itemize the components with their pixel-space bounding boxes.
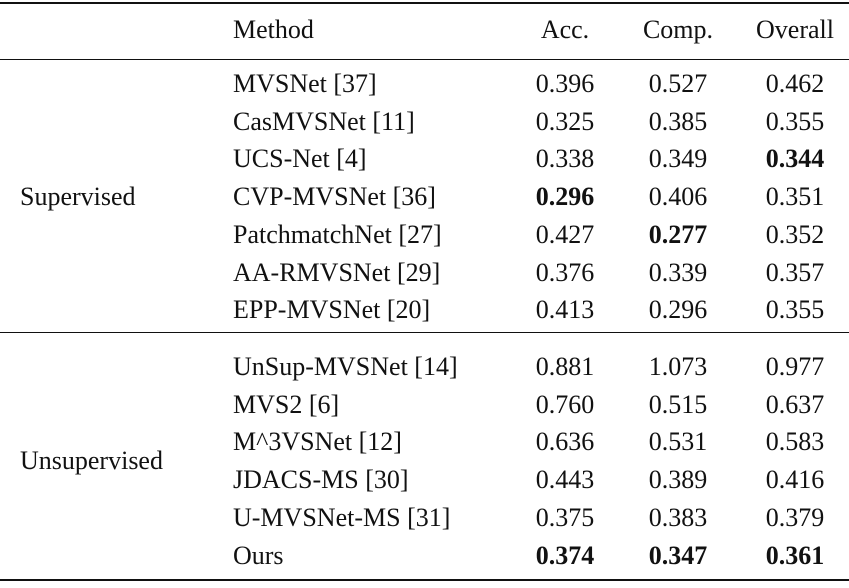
value-cell: 0.413 xyxy=(535,295,595,325)
method-cell: JDACS-MS [30] xyxy=(233,465,409,495)
value-cell: 0.355 xyxy=(765,106,825,136)
header-rule xyxy=(0,59,849,60)
value-cell: 0.383 xyxy=(648,502,708,532)
value-cell: 0.427 xyxy=(535,219,595,249)
group-label: Supervised xyxy=(20,182,136,212)
group-rule xyxy=(0,332,849,333)
value-cell: 0.406 xyxy=(648,182,708,212)
method-cell: MVSNet [37] xyxy=(233,69,377,98)
value-cell: 0.339 xyxy=(648,257,708,287)
method-cell: PatchmatchNet [27] xyxy=(233,219,442,249)
method-cell: CasMVSNet [11] xyxy=(233,106,415,136)
value-cell: 0.325 xyxy=(535,106,595,136)
value-cell: 0.385 xyxy=(648,106,708,136)
header-cell: Overall xyxy=(756,15,834,44)
method-cell: M^3VSNet [12] xyxy=(233,427,402,457)
method-cell: MVS2 [6] xyxy=(233,389,340,419)
value-cell: 0.357 xyxy=(765,257,825,287)
header-cell: Comp. xyxy=(642,15,714,44)
value-cell: 0.881 xyxy=(535,352,595,381)
value-cell: 0.977 xyxy=(765,352,825,381)
bottom-rule xyxy=(0,579,849,581)
value-cell: 0.416 xyxy=(765,465,825,495)
value-cell: 0.338 xyxy=(535,144,595,174)
method-cell: UCS-Net [4] xyxy=(233,144,367,174)
value-cell: 0.443 xyxy=(535,465,595,495)
value-cell: 0.277 xyxy=(648,219,708,249)
method-cell: CVP-MVSNet [36] xyxy=(233,182,436,212)
value-cell: 0.347 xyxy=(648,540,708,570)
value-cell: 0.637 xyxy=(765,389,825,419)
value-cell: 1.073 xyxy=(648,352,708,381)
value-cell: 0.760 xyxy=(535,389,595,419)
header-cell: Acc. xyxy=(540,15,590,44)
value-cell: 0.349 xyxy=(648,144,708,174)
value-cell: 0.296 xyxy=(648,295,708,325)
value-cell: 0.527 xyxy=(648,69,708,98)
value-cell: 0.352 xyxy=(765,219,825,249)
value-cell: 0.515 xyxy=(648,389,708,419)
value-cell: 0.389 xyxy=(648,465,708,495)
value-cell: 0.361 xyxy=(765,540,825,570)
value-cell: 0.531 xyxy=(648,427,708,457)
method-cell: EPP-MVSNet [20] xyxy=(233,295,431,325)
value-cell: 0.374 xyxy=(535,540,595,570)
method-cell: AA-RMVSNet [29] xyxy=(233,257,441,287)
value-cell: 0.351 xyxy=(765,182,825,212)
value-cell: 0.396 xyxy=(535,69,595,98)
value-cell: 0.583 xyxy=(765,427,825,457)
method-cell: UnSup-MVSNet [14] xyxy=(233,352,458,381)
value-cell: 0.376 xyxy=(535,257,595,287)
method-cell: U-MVSNet-MS [31] xyxy=(233,502,451,532)
group-label: Unsupervised xyxy=(20,446,163,476)
value-cell: 0.344 xyxy=(765,144,825,174)
value-cell: 0.375 xyxy=(535,502,595,532)
value-cell: 0.296 xyxy=(535,182,595,212)
value-cell: 0.636 xyxy=(535,427,595,457)
top-rule xyxy=(0,2,849,4)
value-cell: 0.355 xyxy=(765,295,825,325)
value-cell: 0.379 xyxy=(765,502,825,532)
value-cell: 0.462 xyxy=(765,69,825,98)
method-cell: Ours xyxy=(233,540,284,570)
header-cell: Method xyxy=(233,15,314,44)
